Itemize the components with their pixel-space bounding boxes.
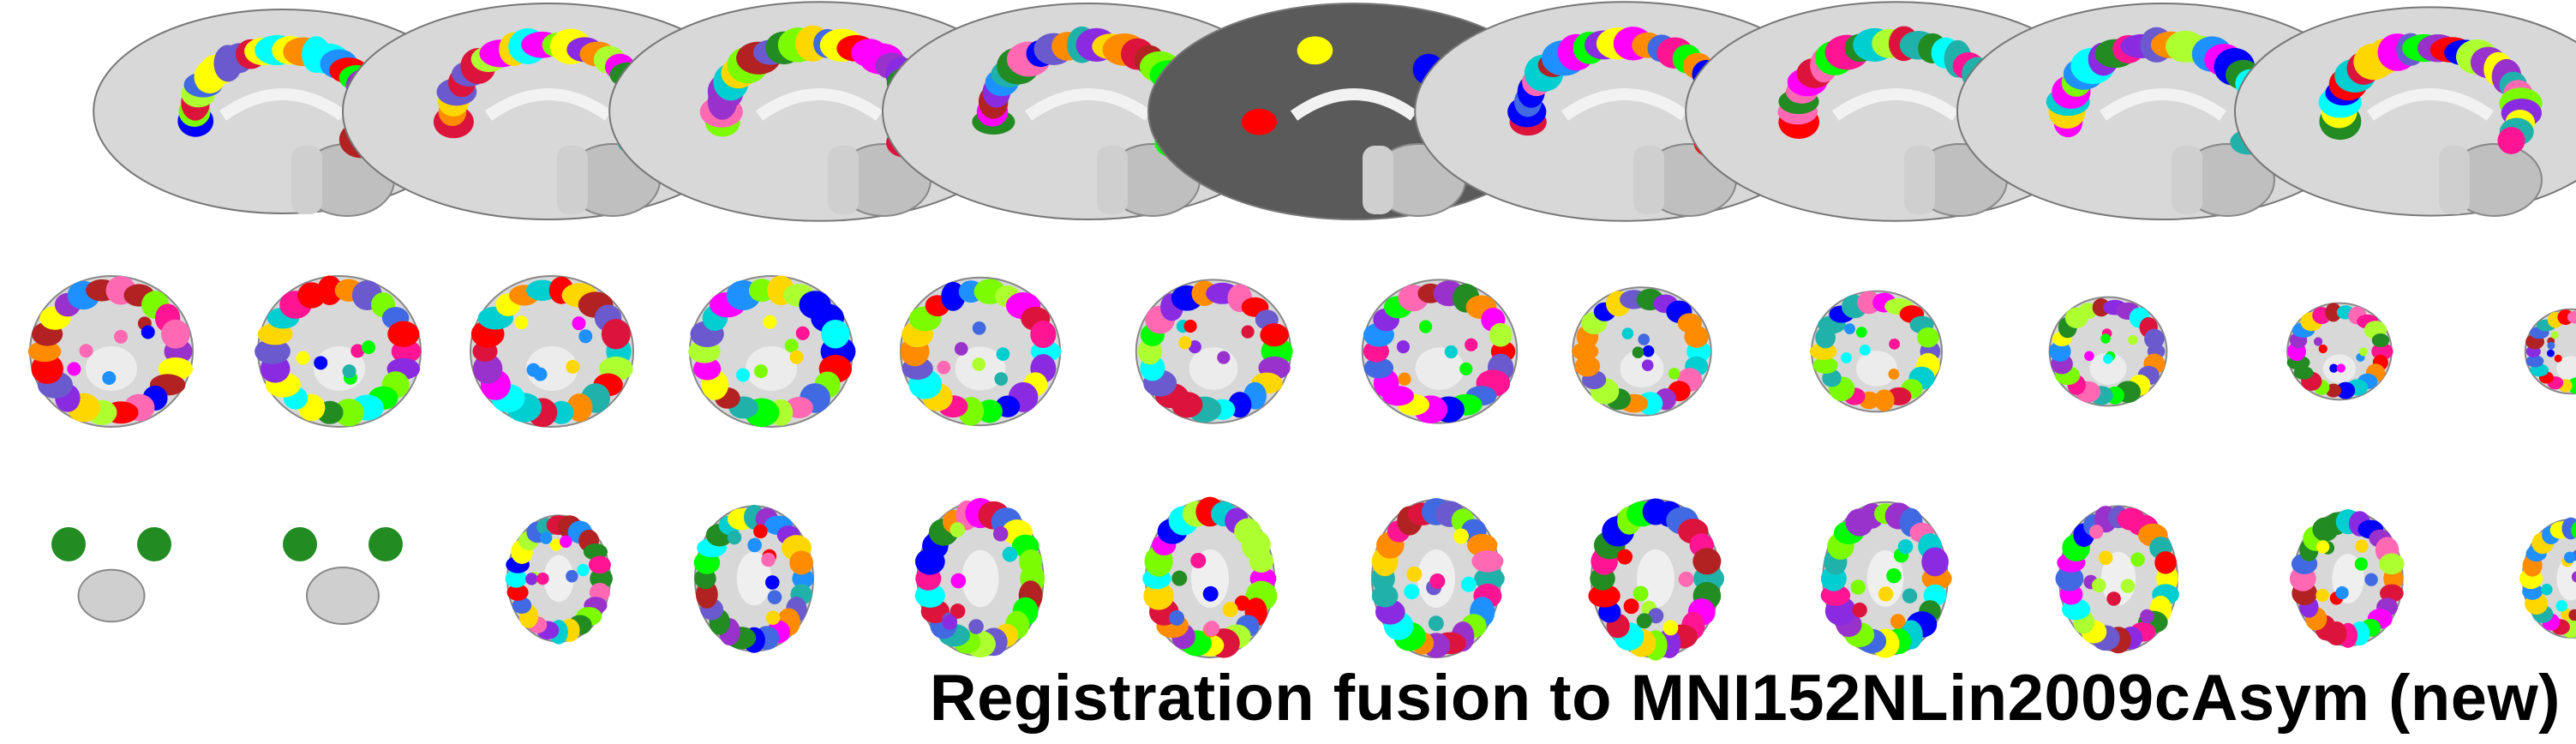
coronal-slice xyxy=(2286,302,2393,401)
coronal-slice xyxy=(470,275,634,428)
figure-caption: Registration fusion to MNI152NLin2009cAs… xyxy=(929,662,2561,735)
coronal-slice xyxy=(899,276,1062,427)
axial-slice xyxy=(1142,496,1278,658)
coronal-slice xyxy=(255,275,422,428)
axial-slice xyxy=(1588,498,1725,661)
coronal-slice xyxy=(2524,308,2576,395)
coronal-slice xyxy=(27,275,194,428)
coronal-slice xyxy=(1572,286,1712,417)
axial-slice xyxy=(2519,517,2576,639)
coronal-slice xyxy=(2048,296,2168,407)
coronal-slice xyxy=(1135,279,1293,424)
coronal-slice xyxy=(1809,290,1943,413)
axial-slice xyxy=(1820,501,1952,658)
coronal-slice xyxy=(1361,279,1519,424)
axial-slice xyxy=(914,498,1045,658)
axial-slice xyxy=(2055,505,2179,654)
axial-slice xyxy=(283,527,403,625)
sagittal-slice xyxy=(2234,6,2576,217)
axial-slice xyxy=(51,527,171,623)
axial-slice xyxy=(1371,498,1505,658)
coronal-slice xyxy=(688,275,856,428)
axial-slice xyxy=(693,504,814,653)
axial-slice xyxy=(2289,509,2405,648)
axial-slice xyxy=(505,514,613,645)
